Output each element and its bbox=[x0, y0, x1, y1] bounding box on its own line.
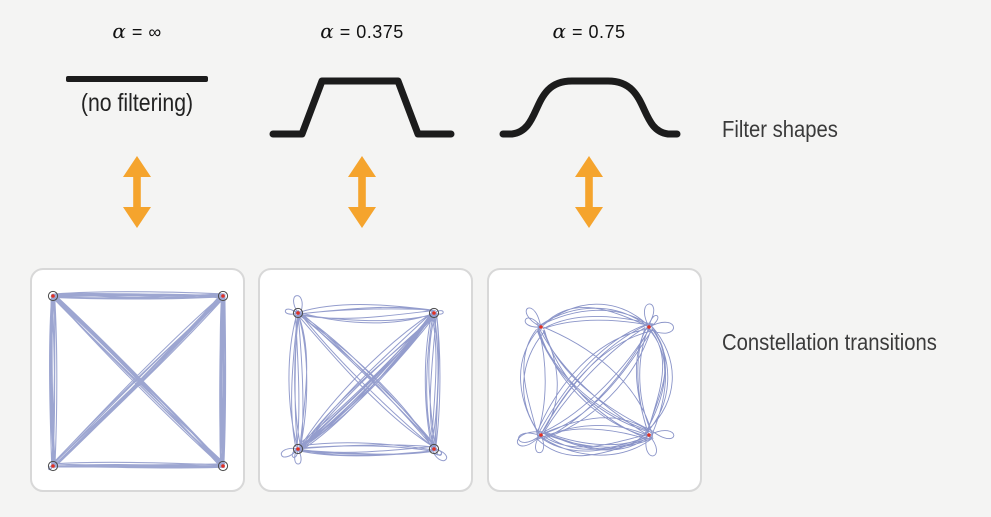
row-label-filter-shapes: Filter shapes bbox=[722, 116, 838, 142]
constellation-plot-alpha-075 bbox=[516, 303, 675, 457]
constellation-panel-alpha-0375 bbox=[258, 268, 473, 492]
symbol-point-dot bbox=[51, 464, 55, 468]
no-filtering-note: (no filtering) bbox=[80, 89, 194, 117]
filter-shape-flat-line bbox=[66, 76, 208, 82]
symbol-point-ring bbox=[428, 307, 440, 319]
transition-traces bbox=[516, 303, 675, 457]
alpha-label-col3: α = 0.75 bbox=[509, 19, 669, 43]
symbol-point-dot bbox=[432, 311, 436, 315]
symbol-point-ring bbox=[292, 307, 304, 319]
filter-shape-trapezoid bbox=[269, 77, 455, 138]
alpha-value: = 0.75 bbox=[571, 22, 626, 42]
symbol-point-dot bbox=[539, 433, 543, 437]
alpha-value: = 0.375 bbox=[339, 22, 404, 42]
symbol-point-dot bbox=[221, 464, 225, 468]
symbol-point-dot bbox=[647, 433, 651, 437]
alpha-symbol: α bbox=[112, 19, 126, 43]
alpha-symbol: α bbox=[552, 19, 566, 43]
constellation-plot-alpha-infinity bbox=[47, 290, 229, 472]
filter-shape-smooth-bump bbox=[499, 77, 681, 138]
transition-traces bbox=[48, 291, 227, 471]
symbol-point-ring bbox=[428, 443, 440, 455]
alpha-symbol: α bbox=[320, 19, 334, 43]
constellation-panel-alpha-075 bbox=[487, 268, 702, 492]
symbol-point-ring bbox=[217, 460, 229, 472]
alpha-label-col1: α = ∞ bbox=[57, 19, 217, 43]
symbol-point-dot bbox=[221, 294, 225, 298]
double-vertical-arrow-icon bbox=[575, 156, 603, 228]
symbol-point-dot bbox=[51, 294, 55, 298]
symbol-point-dot bbox=[539, 325, 543, 329]
constellation-plot-alpha-0375 bbox=[280, 295, 447, 465]
symbol-point-dot bbox=[647, 325, 651, 329]
symbol-point-ring bbox=[217, 290, 229, 302]
double-vertical-arrow-icon bbox=[123, 156, 151, 228]
symbol-point-dot bbox=[432, 447, 436, 451]
double-vertical-arrow-icon bbox=[348, 156, 376, 228]
symbol-point-ring bbox=[47, 460, 59, 472]
alpha-label-col2: α = 0.375 bbox=[282, 19, 442, 43]
symbol-point-ring bbox=[292, 443, 304, 455]
transition-traces bbox=[280, 295, 447, 465]
row-label-constellation-transitions: Constellation transitions bbox=[722, 329, 937, 355]
symbol-point-dot bbox=[296, 447, 300, 451]
alpha-value: = ∞ bbox=[131, 22, 162, 42]
symbol-point-dot bbox=[296, 311, 300, 315]
symbol-point-ring bbox=[47, 290, 59, 302]
constellation-panel-no-filtering bbox=[30, 268, 245, 492]
